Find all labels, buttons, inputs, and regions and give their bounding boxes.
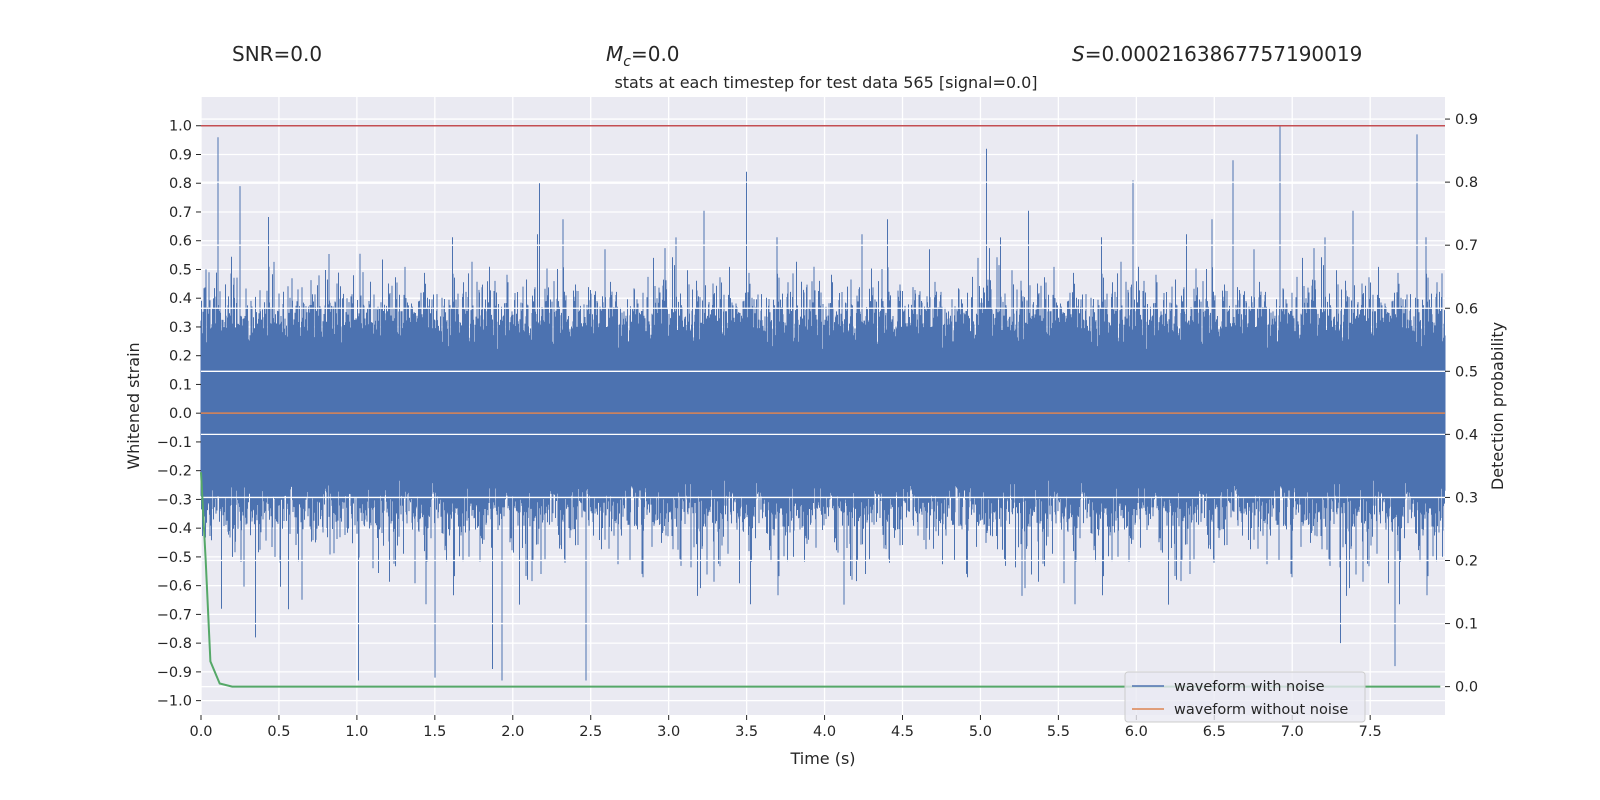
y-left-tick-label: 0.4 bbox=[169, 291, 192, 307]
legend-label-noise: waveform with noise bbox=[1174, 679, 1325, 695]
x-tick-label: 2.5 bbox=[579, 724, 602, 740]
chirp-mass-subscript: c bbox=[623, 54, 631, 70]
y-left-tick-label: −0.4 bbox=[157, 521, 192, 537]
x-tick-label: 4.0 bbox=[813, 724, 836, 740]
x-tick-label: 3.5 bbox=[735, 724, 758, 740]
x-tick-label: 5.5 bbox=[1047, 724, 1070, 740]
y-left-tick-label: −0.9 bbox=[157, 665, 192, 681]
y-left-tick-label: −0.6 bbox=[157, 579, 192, 595]
x-tick-label: 5.0 bbox=[969, 724, 992, 740]
y-right-tick-label: 0.7 bbox=[1455, 238, 1478, 254]
y-right-tick-label: 0.3 bbox=[1455, 490, 1478, 506]
chirp-mass-value: =0.0 bbox=[631, 42, 680, 66]
y-left-tick-label: 1.0 bbox=[169, 119, 192, 135]
legend-box bbox=[1124, 671, 1366, 723]
chirp-mass-symbol: M bbox=[606, 42, 623, 66]
y-left-tick-label: −0.7 bbox=[157, 607, 192, 623]
y-right-tick-label: 0.9 bbox=[1455, 112, 1478, 128]
y-left-tick-label: −0.8 bbox=[157, 636, 192, 652]
y-left-tick-label: −0.2 bbox=[157, 464, 192, 480]
x-tick-label: 0.5 bbox=[267, 724, 290, 740]
y-right-tick-label: 0.5 bbox=[1455, 364, 1478, 380]
y-left-tick-label: 0.5 bbox=[169, 262, 192, 278]
s-value: =0.0002163867757190019 bbox=[1085, 42, 1363, 66]
y-left-tick-label: 0.0 bbox=[169, 406, 192, 422]
y-axis-right-ticks: 0.9 0.8 0.7 0.6 0.5 0.4 0.3 0.2 0.1 0.0 bbox=[1445, 112, 1478, 696]
y-right-tick-label: 0.2 bbox=[1455, 554, 1478, 570]
y-left-tick-label: −1.0 bbox=[157, 694, 192, 710]
x-tick-label: 4.5 bbox=[891, 724, 914, 740]
legend-label-clean: waveform without noise bbox=[1174, 702, 1348, 718]
x-axis-ticks: 0.0 0.5 1.0 1.5 2.0 2.5 3.0 3.5 4.0 4.5 5.0 5.5 6.0 6… bbox=[189, 715, 1382, 740]
x-tick-label: 2.0 bbox=[501, 724, 524, 740]
x-tick-label: 6.5 bbox=[1203, 724, 1226, 740]
x-axis-label: Time (s) bbox=[789, 749, 855, 768]
series-detection-probability bbox=[200, 472, 1441, 688]
x-tick-label: 6.0 bbox=[1125, 724, 1148, 740]
chirp-mass-stat: Mc=0.0 bbox=[606, 42, 680, 70]
y-axis-left-ticks: 1.0 0.9 0.8 0.7 0.6 0.5 0.4 0.3 0.2 0.1 0.0 −0.1 −0.… bbox=[157, 119, 201, 710]
x-tick-label: 7.0 bbox=[1281, 724, 1304, 740]
y-left-tick-label: 0.2 bbox=[169, 349, 192, 365]
y-left-tick-label: 0.9 bbox=[169, 147, 192, 163]
y-left-tick-label: −0.1 bbox=[157, 435, 192, 451]
x-tick-label: 3.0 bbox=[657, 724, 680, 740]
legend: waveform with noise waveform without noi… bbox=[1124, 671, 1366, 723]
y-right-tick-label: 0.8 bbox=[1455, 175, 1478, 191]
y-left-tick-label: 0.7 bbox=[169, 205, 192, 221]
chart-title: stats at each timestep for test data 565… bbox=[614, 73, 1037, 92]
x-tick-label: 0.0 bbox=[189, 724, 212, 740]
y-axis-left-label: Whitened strain bbox=[124, 342, 143, 469]
y-left-tick-label: 0.6 bbox=[169, 234, 192, 250]
y-right-tick-label: 0.1 bbox=[1455, 617, 1478, 633]
snr-stat: SNR=0.0 bbox=[232, 42, 322, 66]
y-axis-right-label: Detection probability bbox=[1488, 322, 1507, 490]
y-left-tick-label: 0.8 bbox=[169, 176, 192, 192]
y-right-tick-label: 0.6 bbox=[1455, 301, 1478, 317]
s-stat: S=0.0002163867757190019 bbox=[1072, 42, 1362, 66]
y-left-tick-label: 0.1 bbox=[169, 377, 192, 393]
y-left-tick-label: −0.5 bbox=[157, 550, 192, 566]
y-right-tick-label: 0.4 bbox=[1455, 427, 1478, 443]
x-tick-label: 1.0 bbox=[345, 724, 368, 740]
y-left-tick-label: −0.3 bbox=[157, 492, 192, 508]
y-right-tick-label: 0.0 bbox=[1455, 680, 1478, 696]
x-tick-label: 1.5 bbox=[423, 724, 446, 740]
x-tick-label: 7.5 bbox=[1359, 724, 1382, 740]
s-symbol: S bbox=[1072, 42, 1085, 66]
y-left-tick-label: 0.3 bbox=[169, 320, 192, 336]
